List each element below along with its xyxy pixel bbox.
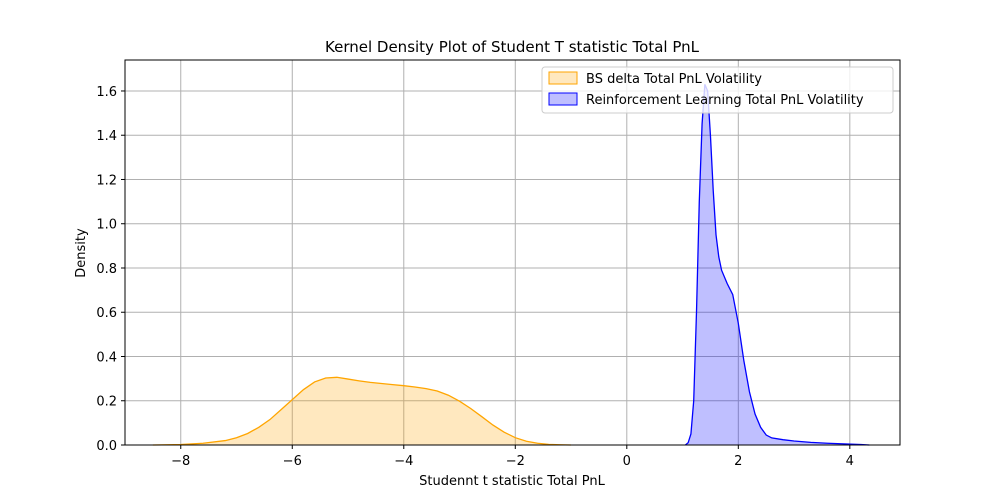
plot-frame	[124, 59, 901, 446]
x-tick-label: −6	[283, 454, 302, 469]
density-areas	[152, 84, 870, 446]
y-tick-label: 1.6	[96, 85, 117, 100]
density-fill-reinforcement-learning	[685, 84, 870, 445]
y-tick-label: 0.6	[96, 306, 117, 321]
legend-swatch-reinforcement-learning	[548, 92, 578, 106]
x-tick-label: 4	[846, 454, 854, 469]
chart-title: Kernel Density Plot of Student T statist…	[325, 38, 700, 56]
x-tick-label: −2	[506, 454, 525, 469]
y-axis-label: Density	[74, 228, 89, 278]
y-tick-label: 0.8	[96, 262, 117, 277]
x-tick-label: 0	[623, 454, 631, 469]
density-line-bs-delta	[152, 376, 572, 446]
legend-label-reinforcement-learning: Reinforcement Learning Total PnL Volatil…	[586, 93, 864, 108]
y-tick-label: 0.0	[96, 439, 117, 454]
x-tick-label: 2	[734, 454, 742, 469]
legend-swatch-bs-delta	[548, 71, 578, 85]
legend-box	[541, 66, 894, 114]
y-axis: 0.0 0.2 0.4 0.6 0.8 1.0 1.2 1.4 1.6	[96, 85, 125, 454]
legend: BS delta Total PnL Volatility Reinforcem…	[541, 66, 894, 114]
y-tick-label: 0.2	[96, 395, 117, 410]
legend-label-bs-delta: BS delta Total PnL Volatility	[586, 72, 762, 87]
y-tick-label: 0.4	[96, 350, 117, 365]
x-tick-label: −4	[394, 454, 413, 469]
x-axis-label: Studennt t statistic Total PnL	[419, 474, 605, 489]
y-tick-label: 1.0	[96, 218, 117, 233]
y-tick-label: 1.4	[96, 129, 117, 144]
x-tick-label: −8	[171, 454, 190, 469]
y-tick-label: 1.2	[96, 173, 117, 188]
x-axis: −8 −6 −4 −2 0 2 4	[171, 445, 854, 469]
density-line-reinforcement-learning	[684, 84, 870, 446]
